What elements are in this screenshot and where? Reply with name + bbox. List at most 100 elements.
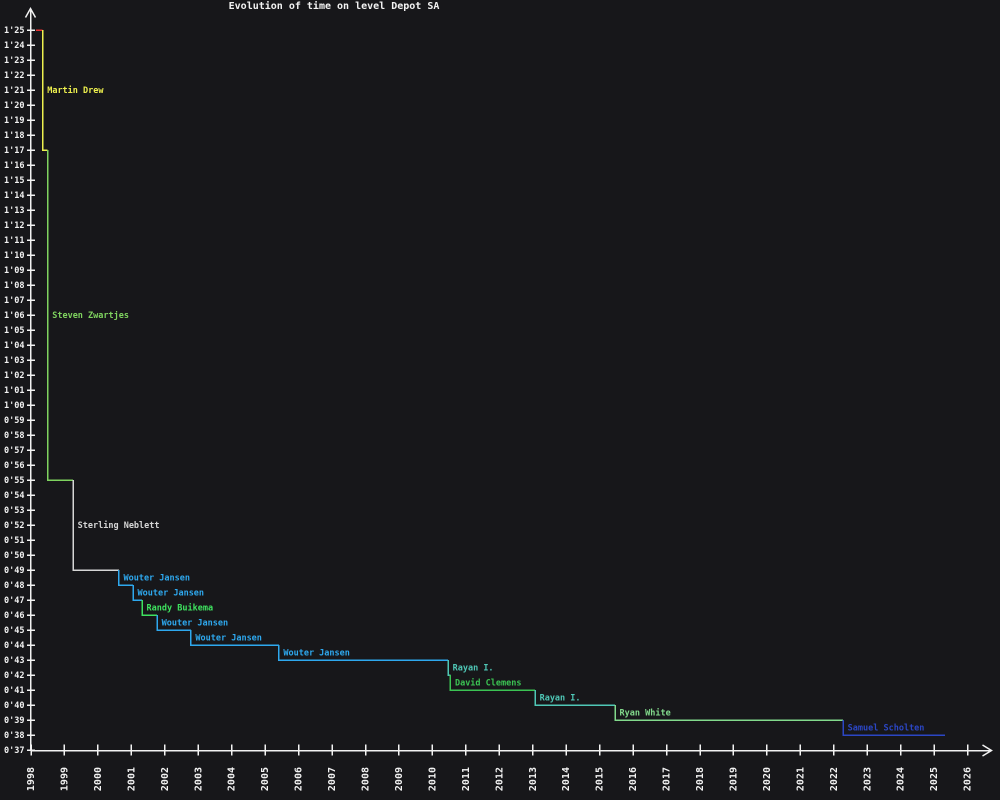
y-tick-label: 0'38 bbox=[4, 731, 24, 741]
y-tick-label: 1'24 bbox=[4, 41, 24, 51]
y-tick-label: 1'05 bbox=[4, 326, 24, 336]
y-tick-label: 0'56 bbox=[4, 461, 24, 471]
record-line-segment bbox=[842, 720, 946, 736]
y-tick-label: 1'15 bbox=[4, 176, 24, 186]
x-tick-label: 2000 bbox=[93, 767, 104, 791]
record-holder-label: Sterling Neblett bbox=[78, 520, 160, 531]
y-tick-label: 1'02 bbox=[4, 371, 24, 381]
y-tick-label: 0'57 bbox=[4, 446, 24, 456]
y-tick-label: 0'48 bbox=[4, 581, 24, 591]
x-tick-label: 2024 bbox=[896, 767, 907, 791]
x-tick-label: 2004 bbox=[227, 767, 238, 791]
y-tick-label: 0'58 bbox=[4, 431, 24, 441]
record-line-segment bbox=[72, 480, 119, 571]
x-tick-label: 1999 bbox=[59, 767, 70, 791]
y-tick-label: 0'51 bbox=[4, 536, 24, 546]
y-tick-label: 1'17 bbox=[4, 146, 24, 156]
y-tick-label: 0'52 bbox=[4, 521, 24, 531]
y-tick-label: 0'49 bbox=[4, 566, 24, 576]
y-tick-label: 1'20 bbox=[4, 101, 24, 111]
y-tick-label: 1'14 bbox=[4, 191, 24, 201]
y-tick-label: 0'43 bbox=[4, 656, 24, 666]
y-tick-label: 1'08 bbox=[4, 281, 24, 291]
y-tick-label: 1'13 bbox=[4, 206, 24, 216]
y-tick-label: 1'12 bbox=[4, 221, 24, 231]
x-tick-label: 2015 bbox=[595, 767, 606, 791]
record-holder-label: Martin Drew bbox=[47, 85, 104, 96]
record-line-segment bbox=[46, 150, 74, 481]
record-line-segment bbox=[449, 675, 536, 691]
record-holder-label: Wouter Jansen bbox=[195, 634, 262, 644]
record-line-segment bbox=[132, 585, 143, 601]
y-tick-label: 1'09 bbox=[4, 266, 24, 276]
x-tick-label: 2008 bbox=[361, 767, 372, 791]
record-line-segment bbox=[156, 615, 191, 631]
record-line-segment bbox=[41, 30, 48, 151]
x-tick-label: 2025 bbox=[929, 767, 940, 791]
y-tick-label: 0'53 bbox=[4, 506, 24, 516]
record-holder-label: Wouter Jansen bbox=[138, 589, 205, 599]
y-tick-label: 0'47 bbox=[4, 596, 24, 606]
x-tick-label: 2006 bbox=[294, 767, 305, 791]
record-holder-label: Wouter Jansen bbox=[123, 574, 190, 584]
record-holder-label: Wouter Jansen bbox=[162, 619, 229, 629]
x-tick-label: 2001 bbox=[126, 767, 137, 791]
record-line-segment bbox=[614, 705, 844, 721]
record-line-segment bbox=[190, 630, 279, 646]
y-tick-label: 1'00 bbox=[4, 401, 24, 411]
record-holder-label: David Clemens bbox=[455, 678, 522, 689]
x-tick-label: 2020 bbox=[762, 767, 773, 791]
y-tick-label: 0'40 bbox=[4, 701, 24, 711]
y-tick-label: 1'25 bbox=[4, 26, 24, 36]
y-tick-label: 0'41 bbox=[4, 686, 24, 696]
y-tick-label: 1'03 bbox=[4, 356, 24, 366]
x-tick-label: 2023 bbox=[862, 767, 873, 791]
y-tick-label: 1'11 bbox=[4, 236, 24, 246]
y-tick-label: 0'50 bbox=[4, 551, 24, 561]
y-tick-label: 1'21 bbox=[4, 86, 24, 96]
y-tick-label: 0'37 bbox=[4, 746, 24, 756]
x-tick-label: 1998 bbox=[26, 767, 37, 791]
y-tick-label: 1'06 bbox=[4, 311, 24, 321]
record-line-segment bbox=[118, 570, 134, 586]
y-tick-label: 1'01 bbox=[4, 386, 24, 396]
x-tick-label: 2010 bbox=[427, 767, 438, 791]
x-tick-label: 2009 bbox=[394, 767, 405, 791]
record-holder-label: Wouter Jansen bbox=[283, 649, 350, 659]
x-tick-label: 2016 bbox=[628, 767, 639, 791]
record-holder-label: Rayan I. bbox=[453, 664, 494, 674]
y-tick-label: 0'39 bbox=[4, 716, 24, 726]
x-tick-label: 2013 bbox=[528, 767, 539, 791]
y-tick-label: 1'04 bbox=[4, 341, 24, 351]
x-tick-label: 2026 bbox=[963, 767, 974, 791]
y-tick-label: 1'22 bbox=[4, 71, 24, 81]
record-holder-label: Randy Buikema bbox=[147, 603, 214, 614]
y-tick-label: 0'45 bbox=[4, 626, 24, 636]
chart-title: Evolution of time on level Depot SA bbox=[228, 1, 440, 12]
y-tick-label: 0'55 bbox=[4, 476, 24, 486]
y-tick-label: 1'23 bbox=[4, 56, 24, 66]
y-tick-label: 0'42 bbox=[4, 671, 24, 681]
record-holder-label: Steven Zwartjes bbox=[52, 310, 129, 321]
x-tick-label: 2002 bbox=[160, 767, 171, 791]
x-tick-label: 2003 bbox=[193, 767, 204, 791]
x-tick-label: 2019 bbox=[728, 767, 739, 791]
x-tick-label: 2022 bbox=[829, 767, 840, 791]
x-tick-label: 2021 bbox=[795, 767, 806, 791]
x-tick-label: 2012 bbox=[494, 767, 505, 791]
x-tick-label: 2007 bbox=[327, 767, 338, 791]
y-tick-label: 0'44 bbox=[4, 641, 24, 651]
record-holder-label: Ryan White bbox=[620, 708, 671, 719]
y-tick-label: 1'10 bbox=[4, 251, 24, 261]
y-tick-label: 1'19 bbox=[4, 116, 24, 126]
record-holder-label: Samuel Scholten bbox=[848, 724, 925, 734]
record-holder-label: Rayan I. bbox=[540, 694, 581, 704]
y-axis-arrow-icon bbox=[24, 6, 37, 18]
record-line-segment bbox=[534, 690, 616, 706]
y-tick-label: 0'59 bbox=[4, 416, 24, 426]
x-tick-label: 2011 bbox=[461, 767, 472, 791]
record-line-segment bbox=[278, 645, 449, 661]
y-tick-label: 1'16 bbox=[4, 161, 24, 171]
x-tick-label: 2017 bbox=[662, 767, 673, 791]
